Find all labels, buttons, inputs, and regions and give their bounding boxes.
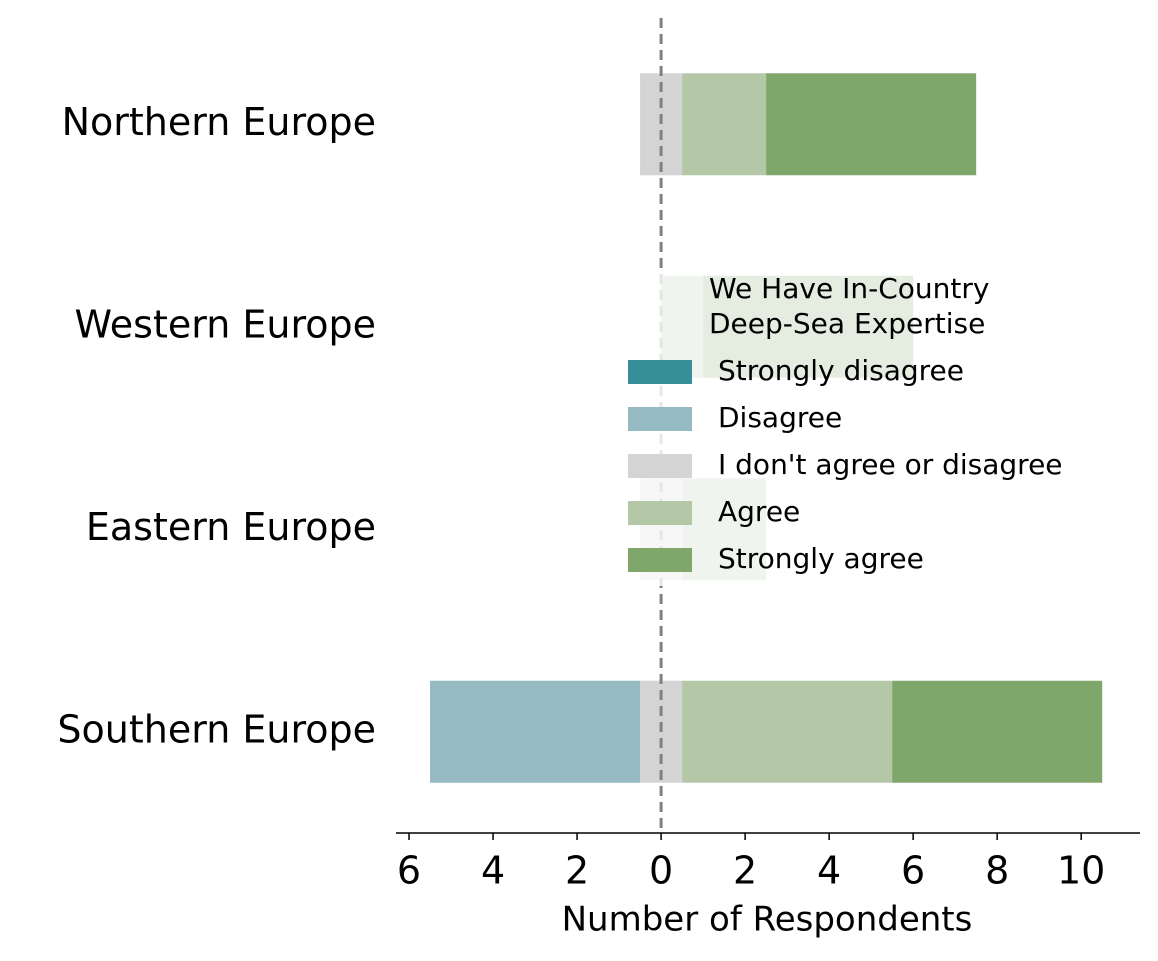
x-tick-label: 0 [649, 849, 673, 893]
y-tick-label: Western Europe [74, 302, 376, 346]
x-tick-label: 6 [397, 849, 421, 893]
legend-label: Strongly agree [718, 542, 924, 575]
legend-label: I don't agree or disagree [718, 448, 1063, 481]
bar-segment [430, 680, 641, 783]
legend-title: Deep-Sea Expertise [709, 307, 985, 340]
legend-frame [618, 268, 1120, 586]
legend-swatch [628, 548, 692, 572]
x-tick-label: 10 [1057, 849, 1105, 893]
x-tick-label: 8 [985, 849, 1009, 893]
bar-segment [766, 73, 977, 176]
bar-segment [892, 680, 1103, 783]
x-tick-label: 6 [901, 849, 925, 893]
x-tick-label: 4 [817, 849, 841, 893]
legend-title: We Have In-Country [709, 272, 989, 305]
legend-label: Disagree [718, 401, 842, 434]
x-axis-label: Number of Respondents [562, 900, 973, 940]
legend-label: Strongly disagree [718, 354, 964, 387]
x-tick-label: 2 [733, 849, 757, 893]
bar-segment [682, 73, 767, 176]
y-tick-label: Southern Europe [57, 707, 376, 751]
x-tick-label: 2 [565, 849, 589, 893]
legend-swatch [628, 454, 692, 478]
x-tick-label: 4 [481, 849, 505, 893]
legend-swatch [628, 360, 692, 384]
legend-swatch [628, 407, 692, 431]
legend-swatch [628, 501, 692, 525]
bar-segment [682, 680, 893, 783]
y-tick-label: Northern Europe [62, 100, 376, 144]
y-tick-label: Eastern Europe [86, 505, 376, 549]
legend-label: Agree [718, 495, 800, 528]
